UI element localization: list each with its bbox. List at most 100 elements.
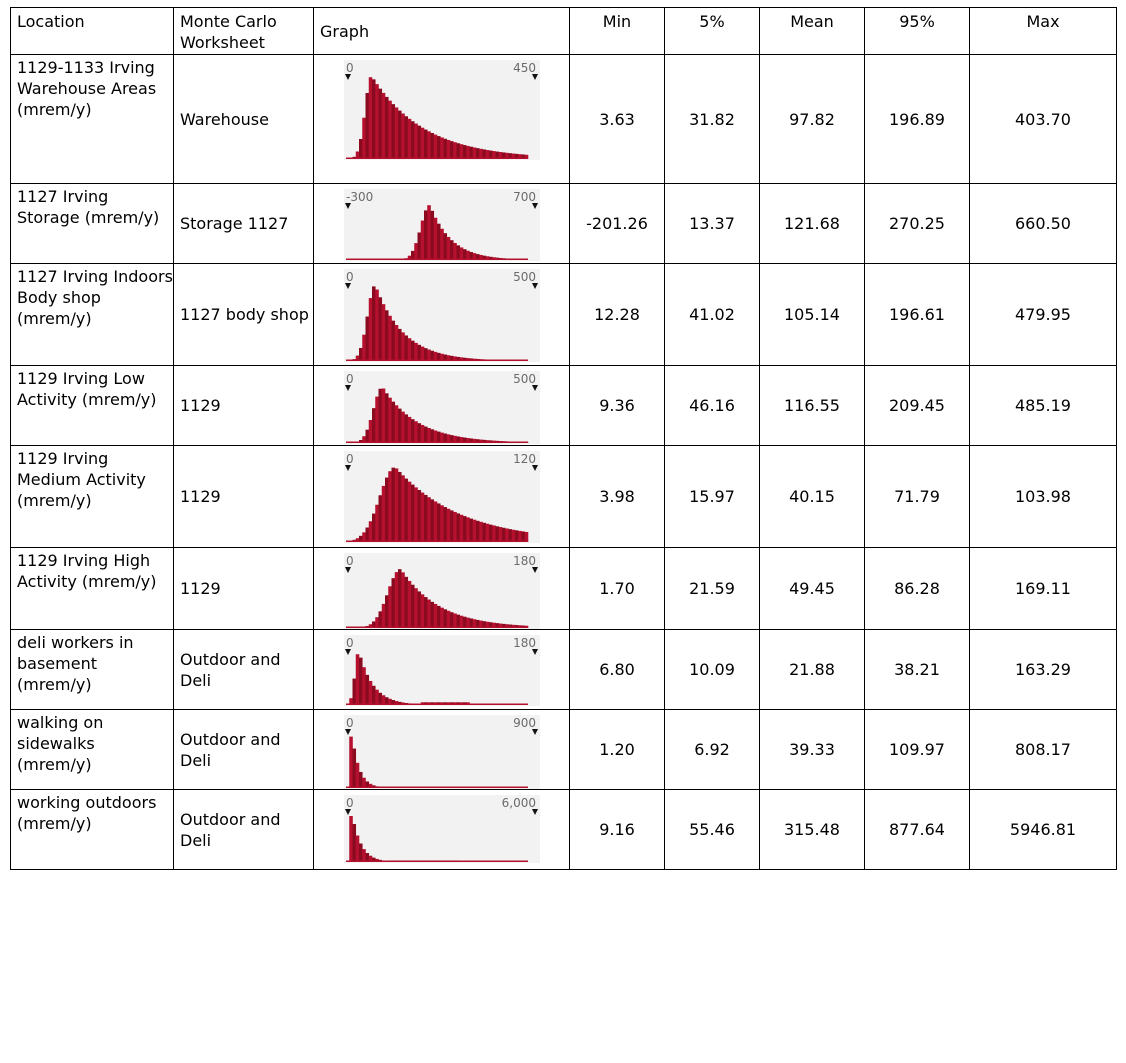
max-cell: 403.70	[969, 54, 1117, 184]
histogram-bar	[385, 393, 389, 443]
histogram-bar	[411, 340, 415, 361]
location-cell: 1129 Irving Medium Activity (mrem/y)	[10, 445, 174, 548]
histogram-bar	[511, 153, 516, 159]
histogram-bar	[498, 527, 503, 542]
histogram-bar	[433, 351, 438, 361]
header-row: Location Monte Carlo Worksheet Graph Min…	[10, 7, 1117, 55]
min-cell: 3.98	[569, 445, 665, 548]
histogram-baseline	[346, 703, 528, 705]
histogram-bar	[495, 151, 500, 159]
histogram-bar	[450, 141, 454, 159]
histogram-bar	[372, 857, 376, 862]
histogram-bar	[440, 353, 444, 361]
p95-cell: 877.64	[864, 789, 970, 870]
histogram-bar	[411, 419, 415, 443]
histogram-bar	[424, 348, 428, 361]
histogram-bar	[404, 478, 409, 542]
min-cell: 1.70	[569, 547, 665, 630]
worksheet-cell: 1129	[173, 445, 314, 548]
histogram-bar	[443, 354, 448, 361]
histogram-bar	[485, 150, 490, 159]
histogram-bar	[375, 289, 379, 361]
histogram-bar	[424, 129, 428, 159]
histogram-baseline	[346, 157, 528, 159]
histogram-bar	[459, 247, 464, 260]
histogram-bar	[394, 107, 399, 159]
histogram-bar	[372, 513, 376, 542]
histogram-max-label: 6,000	[502, 796, 536, 810]
histogram-bar	[469, 518, 474, 542]
histogram-bar	[505, 528, 509, 542]
histogram-bar	[417, 344, 422, 361]
histogram-bar	[365, 674, 370, 705]
min-marker-icon	[345, 465, 351, 471]
table-row: working outdoors (mrem/y) Outdoor and De…	[10, 789, 1117, 870]
histogram-bar	[524, 531, 529, 542]
histogram-bar	[365, 316, 370, 361]
histogram-bar	[365, 429, 370, 443]
histogram-bar	[479, 148, 483, 159]
histogram-bar	[482, 255, 487, 260]
histogram-bar	[414, 123, 418, 159]
histogram-bar	[459, 357, 464, 361]
histogram-bar	[420, 346, 425, 361]
histogram-bar	[398, 110, 402, 159]
histogram-bar	[365, 781, 370, 788]
max-marker-icon	[532, 465, 538, 471]
histogram-bar	[362, 334, 366, 361]
histogram-bar	[430, 350, 435, 361]
histogram-bar	[495, 526, 500, 542]
histogram-bar	[420, 424, 425, 443]
histogram-thumbnail: 0 180	[344, 553, 540, 629]
histogram-bar	[359, 535, 363, 542]
histogram-bar	[365, 92, 370, 159]
min-cell: 9.16	[569, 789, 665, 870]
worksheet-cell: Outdoor and Deli	[173, 789, 314, 870]
histogram-bar	[355, 762, 360, 788]
max-marker-icon	[532, 809, 538, 815]
header-p5: 5%	[664, 7, 760, 55]
location-cell: 1127 Irving Indoors Body shop (mrem/y)	[10, 263, 174, 366]
histogram-bar	[466, 438, 470, 443]
histogram-bar	[362, 532, 366, 542]
histogram-bar	[411, 121, 415, 159]
histogram-bar	[398, 408, 402, 443]
histogram-bar	[463, 249, 467, 260]
histogram-bar	[378, 388, 383, 443]
p5-cell: 46.16	[664, 365, 760, 446]
histogram-bar	[368, 420, 373, 443]
max-marker-icon	[532, 649, 538, 655]
histogram-min-label: 0	[346, 270, 354, 284]
histogram-bar	[502, 152, 506, 159]
histogram-bar	[368, 783, 373, 788]
histogram-bar	[433, 134, 438, 159]
min-cell: 3.63	[569, 54, 665, 184]
histogram-bar	[443, 138, 448, 159]
histogram-bar	[362, 667, 366, 705]
histogram-bar	[456, 513, 461, 542]
histogram-bar	[414, 342, 418, 361]
histogram-bar	[482, 149, 487, 159]
histogram-svg: 0 500	[345, 372, 538, 443]
histogram-bar	[508, 529, 513, 542]
p5-cell: 6.92	[664, 709, 760, 790]
table-row: 1129 Irving Low Activity (mrem/y) 1129 0…	[10, 365, 1117, 446]
location-cell: working outdoors (mrem/y)	[10, 789, 174, 870]
histogram-bar	[424, 597, 428, 628]
histogram-bar	[385, 96, 389, 159]
histogram-bar	[362, 117, 366, 159]
p5-cell: 10.09	[664, 629, 760, 710]
histogram-bar	[453, 511, 457, 542]
histogram-bar	[430, 601, 435, 628]
histogram-bar	[463, 357, 467, 361]
min-cell: 1.20	[569, 709, 665, 790]
graph-cell: 0 180	[313, 547, 570, 630]
mean-cell: 21.88	[759, 629, 865, 710]
histogram-bar	[427, 427, 431, 443]
histogram-bar	[401, 113, 405, 159]
histogram-bar	[420, 127, 425, 159]
histogram-bar	[515, 530, 519, 542]
histogram-bar	[469, 252, 474, 260]
mean-cell: 116.55	[759, 365, 865, 446]
histogram-svg: 0 120	[345, 452, 538, 542]
